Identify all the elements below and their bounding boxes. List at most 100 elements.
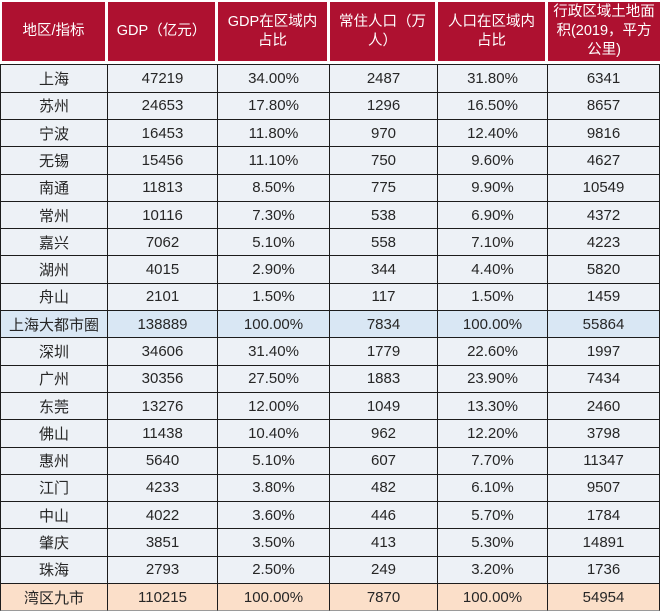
cell-population: 970 — [330, 119, 438, 148]
cell-gdp: 2793 — [108, 556, 218, 585]
cell-population-share: 6.90% — [438, 201, 548, 230]
cell-gdp: 4015 — [108, 256, 218, 284]
cell-population: 962 — [330, 420, 438, 448]
cell-region: 肇庆 — [0, 529, 108, 557]
cell-gdp-share: 5.10% — [218, 447, 330, 475]
cell-region: 惠州 — [0, 447, 108, 475]
table-row: 上海大都市圈 138889 100.00% 7834 100.00% 55864 — [0, 311, 660, 339]
cell-region: 苏州 — [0, 92, 108, 120]
cell-gdp-share: 1.50% — [218, 283, 330, 312]
cell-gdp-share: 100.00% — [218, 311, 330, 339]
cell-population-share: 4.40% — [438, 256, 548, 284]
table-row: 南通 11813 8.50% 775 9.90% 10549 — [0, 174, 660, 202]
cell-population: 2487 — [330, 64, 438, 93]
cell-land-area: 8657 — [548, 92, 660, 120]
cell-gdp-share: 34.00% — [218, 64, 330, 93]
cell-gdp-share: 7.30% — [218, 201, 330, 230]
cell-population: 7834 — [330, 311, 438, 339]
cell-population-share: 9.90% — [438, 174, 548, 202]
cell-region: 佛山 — [0, 420, 108, 448]
cell-region: 南通 — [0, 174, 108, 202]
col-header-region: 地区/指标 — [0, 0, 108, 65]
cell-gdp: 11438 — [108, 420, 218, 448]
cell-land-area: 54954 — [548, 584, 660, 611]
cell-gdp-share: 8.50% — [218, 174, 330, 202]
table-row: 佛山 11438 10.40% 962 12.20% 3798 — [0, 420, 660, 448]
cell-gdp: 47219 — [108, 64, 218, 93]
cell-land-area: 55864 — [548, 311, 660, 339]
cell-population: 344 — [330, 256, 438, 284]
cell-gdp: 13276 — [108, 392, 218, 421]
table-row: 深圳 34606 31.40% 1779 22.60% 1997 — [0, 338, 660, 366]
cell-gdp: 4233 — [108, 474, 218, 503]
cell-population: 1296 — [330, 92, 438, 120]
col-header-gdp: GDP（亿元） — [108, 0, 218, 65]
cell-gdp: 15456 — [108, 147, 218, 175]
cell-land-area: 5820 — [548, 256, 660, 284]
cell-population: 413 — [330, 529, 438, 557]
cell-population: 775 — [330, 174, 438, 202]
cell-population-share: 31.80% — [438, 64, 548, 93]
col-header-population: 常住人口（万人） — [330, 0, 438, 65]
cell-gdp: 4022 — [108, 502, 218, 530]
cell-population-share: 7.70% — [438, 447, 548, 475]
cell-gdp-share: 2.90% — [218, 256, 330, 284]
cell-land-area: 1997 — [548, 338, 660, 366]
table-row: 广州 30356 27.50% 1883 23.90% 7434 — [0, 365, 660, 393]
cell-gdp: 2101 — [108, 283, 218, 312]
table-header: 地区/指标 GDP（亿元） GDP在区域内占比 常住人口（万人） 人口在区域内占… — [0, 0, 660, 65]
cell-gdp-share: 3.50% — [218, 529, 330, 557]
table-row: 宁波 16453 11.80% 970 12.40% 9816 — [0, 119, 660, 148]
cell-land-area: 9507 — [548, 474, 660, 503]
cell-region: 常州 — [0, 201, 108, 230]
cell-gdp-share: 11.80% — [218, 119, 330, 148]
cell-gdp: 138889 — [108, 311, 218, 339]
cell-population-share: 12.20% — [438, 420, 548, 448]
cell-land-area: 3798 — [548, 420, 660, 448]
cell-gdp-share: 12.00% — [218, 392, 330, 421]
cell-population: 117 — [330, 283, 438, 312]
cell-gdp-share: 5.10% — [218, 229, 330, 257]
cell-region: 江门 — [0, 474, 108, 503]
cell-gdp-share: 100.00% — [218, 584, 330, 611]
cell-gdp: 16453 — [108, 119, 218, 148]
cell-population-share: 13.30% — [438, 392, 548, 421]
table-row: 嘉兴 7062 5.10% 558 7.10% 4223 — [0, 229, 660, 257]
cell-population: 1779 — [330, 338, 438, 366]
cell-region: 无锡 — [0, 147, 108, 175]
col-header-land-area: 行政区域土地面积(2019，平方公里) — [548, 0, 660, 65]
table-row: 东莞 13276 12.00% 1049 13.30% 2460 — [0, 392, 660, 421]
cell-gdp-share: 3.60% — [218, 502, 330, 530]
cell-land-area: 10549 — [548, 174, 660, 202]
cell-population: 249 — [330, 556, 438, 585]
cell-population-share: 23.90% — [438, 365, 548, 393]
cell-region: 中山 — [0, 502, 108, 530]
cell-gdp: 5640 — [108, 447, 218, 475]
table-row: 常州 10116 7.30% 538 6.90% 4372 — [0, 201, 660, 230]
cell-gdp: 10116 — [108, 201, 218, 230]
cell-region: 深圳 — [0, 338, 108, 366]
cell-population: 446 — [330, 502, 438, 530]
cell-gdp-share: 10.40% — [218, 420, 330, 448]
cell-population: 607 — [330, 447, 438, 475]
header-row: 地区/指标 GDP（亿元） GDP在区域内占比 常住人口（万人） 人口在区域内占… — [0, 0, 660, 65]
cell-population-share: 22.60% — [438, 338, 548, 366]
cell-region: 广州 — [0, 365, 108, 393]
cell-region: 上海 — [0, 64, 108, 93]
cell-gdp: 34606 — [108, 338, 218, 366]
cell-gdp: 7062 — [108, 229, 218, 257]
table-body: 上海 47219 34.00% 2487 31.80% 6341 苏州 24653 17.80%… — [0, 64, 660, 611]
table-row: 上海 47219 34.00% 2487 31.80% 6341 — [0, 64, 660, 93]
col-header-gdp-share: GDP在区域内占比 — [218, 0, 330, 65]
cell-gdp: 24653 — [108, 92, 218, 120]
cell-region: 宁波 — [0, 119, 108, 148]
cell-population: 538 — [330, 201, 438, 230]
table-row: 惠州 5640 5.10% 607 7.70% 11347 — [0, 447, 660, 475]
cell-population-share: 1.50% — [438, 283, 548, 312]
cell-region: 东莞 — [0, 392, 108, 421]
table-row: 肇庆 3851 3.50% 413 5.30% 14891 — [0, 529, 660, 557]
cell-population: 7870 — [330, 584, 438, 611]
cell-region: 湾区九市 — [0, 584, 108, 611]
cell-land-area: 1459 — [548, 283, 660, 312]
